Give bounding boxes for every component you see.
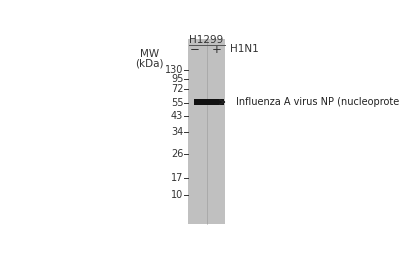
Text: 130: 130 [165, 64, 183, 74]
Text: 55: 55 [171, 98, 183, 108]
Bar [188, 39, 225, 224]
Text: +: + [212, 43, 222, 56]
Text: 26: 26 [171, 149, 183, 159]
Text: 72: 72 [171, 84, 183, 94]
Text: 95: 95 [171, 74, 183, 84]
Text: 10: 10 [171, 190, 183, 200]
Text: H1N1: H1N1 [230, 44, 258, 54]
Text: 43: 43 [171, 111, 183, 121]
Text: H1299: H1299 [190, 35, 224, 45]
Text: (kDa): (kDa) [135, 58, 164, 68]
Text: MW: MW [140, 49, 159, 60]
Bar [194, 99, 224, 105]
Text: −: − [190, 43, 200, 56]
Text: 17: 17 [171, 173, 183, 183]
Text: Influenza A virus NP (nucleoprotein): Influenza A virus NP (nucleoprotein) [236, 97, 400, 107]
Text: 34: 34 [171, 127, 183, 137]
